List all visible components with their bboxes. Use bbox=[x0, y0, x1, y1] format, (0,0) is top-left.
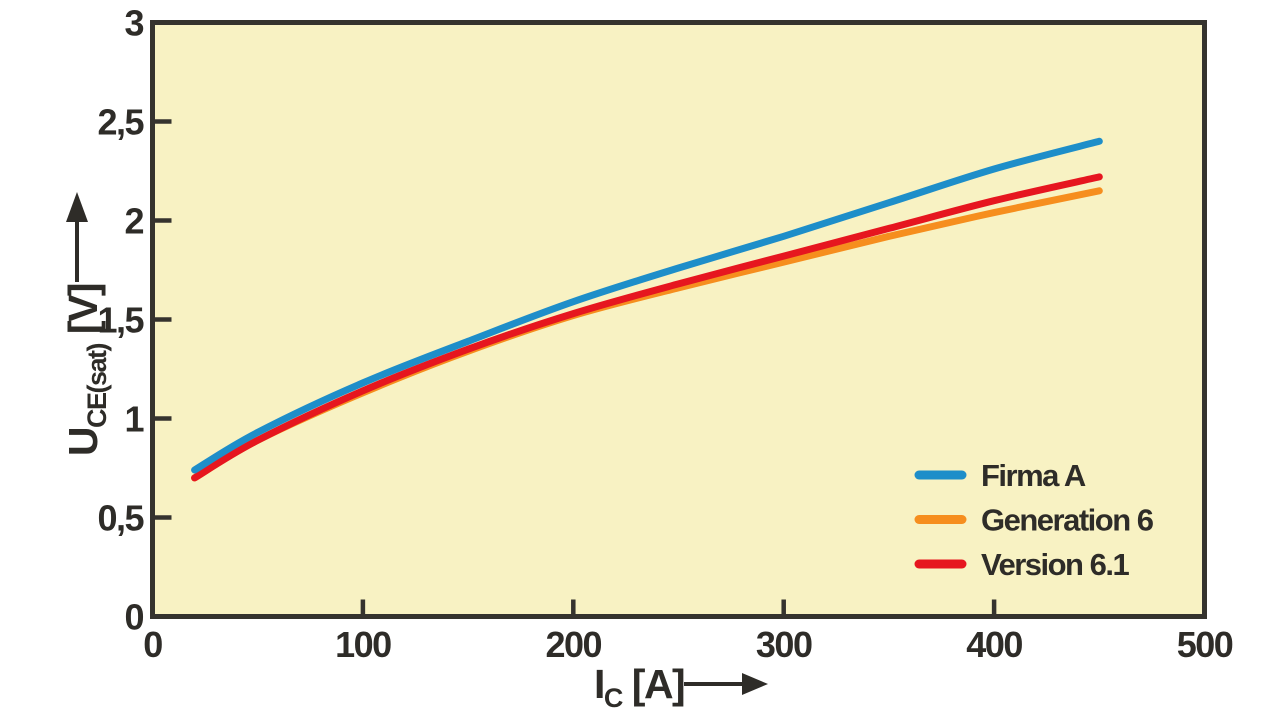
y-tick-label: 3 bbox=[124, 3, 143, 44]
y-tick-label: 2,5 bbox=[97, 102, 144, 143]
y-tick-label: 0,5 bbox=[97, 498, 144, 539]
x-tick-label: 500 bbox=[1177, 624, 1233, 665]
legend-label-version-6-1: Version 6.1 bbox=[981, 547, 1129, 582]
y-axis-title: UCE(sat) [V] bbox=[60, 192, 112, 456]
series-line-firma-a bbox=[191, 137, 1103, 474]
y-tick-label: 1,5 bbox=[97, 300, 144, 341]
up-arrow-icon bbox=[66, 192, 88, 222]
y-tick-label: 1 bbox=[124, 399, 144, 440]
legend: Firma A Generation 6 Version 6.1 bbox=[914, 458, 1155, 582]
legend-label-firma-a: Firma A bbox=[981, 458, 1086, 493]
x-tick-label: 300 bbox=[756, 624, 812, 665]
y-axis-label: UCE(sat) [V] bbox=[60, 284, 112, 456]
axis-ticks: 0 100 200 300 400 500 0 0,5 1 1,5 2 2,5 3 bbox=[97, 3, 1234, 666]
legend-label-generation-6: Generation 6 bbox=[981, 503, 1154, 538]
series-line-version-6-1 bbox=[191, 173, 1103, 482]
y-tick-label: 0 bbox=[124, 597, 143, 638]
y-tick-label: 2 bbox=[124, 201, 143, 242]
x-axis-label: IC [A] bbox=[594, 661, 684, 713]
right-arrow-icon bbox=[742, 673, 768, 695]
plot-area bbox=[150, 20, 1207, 619]
x-tick-label: 200 bbox=[546, 624, 602, 665]
series-curves bbox=[191, 137, 1103, 482]
x-tick-label: 0 bbox=[143, 624, 162, 665]
x-tick-label: 400 bbox=[966, 624, 1022, 665]
x-axis-title: IC [A] bbox=[594, 661, 768, 713]
x-tick-label: 100 bbox=[335, 624, 391, 665]
